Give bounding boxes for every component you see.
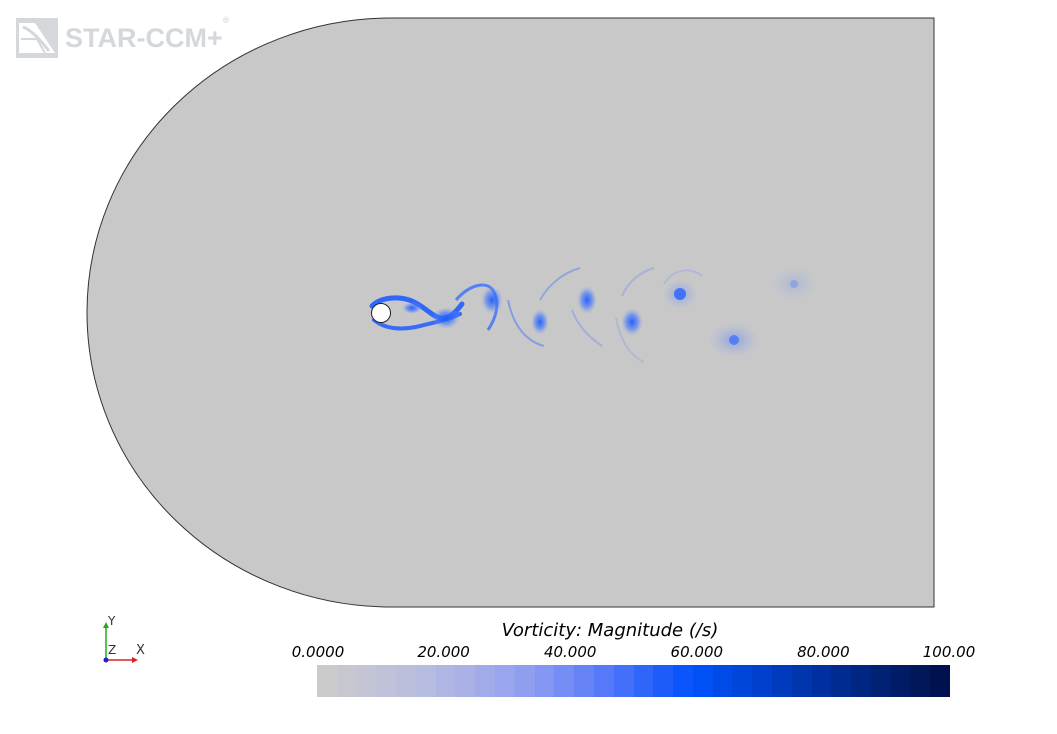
colorbar-cell — [574, 665, 594, 697]
colorbar-cell — [811, 665, 832, 697]
colorbar-tick-label: 20.000 — [417, 643, 470, 661]
colorbar-cell — [712, 665, 733, 697]
colorbar-cell — [396, 665, 416, 697]
colorbar-title: Vorticity: Magnitude (/s) — [501, 620, 719, 641]
colorbar — [317, 665, 950, 697]
colorbar-cell — [870, 665, 891, 697]
y-axis-label: Y — [107, 614, 116, 628]
axes-triad: Y Z X — [103, 614, 145, 663]
colorbar-cell — [356, 665, 377, 697]
vortex-2 — [481, 286, 503, 314]
vortex-5 — [621, 308, 643, 336]
filament-4 — [571, 309, 603, 347]
z-axis-dot — [103, 657, 109, 663]
x-axis-arrow — [132, 657, 138, 663]
colorbar-tick-label: 40.000 — [543, 643, 597, 661]
x-axis-label: X — [136, 643, 145, 658]
colorbar-cell — [495, 665, 515, 697]
filament-7 — [663, 269, 703, 285]
colorbar-tick-label: 0.0000 — [291, 643, 345, 661]
colorbar-cell — [336, 665, 357, 697]
near-wake-vortex — [432, 307, 460, 329]
colorbar-cell — [317, 665, 337, 697]
colorbar-cell — [752, 665, 772, 697]
cylinder — [371, 303, 391, 323]
colorbar-cell — [475, 665, 496, 697]
colorbar-cell — [534, 665, 555, 697]
vortex-wake — [369, 266, 818, 363]
colorbar-cell — [376, 665, 397, 697]
colorbar-cell — [455, 665, 476, 697]
colorbar-cell — [613, 665, 634, 697]
colorbar-cell — [890, 665, 911, 697]
vortex-3 — [531, 309, 549, 335]
colorbar-cell — [791, 665, 812, 697]
filament-3 — [539, 267, 581, 301]
colorbar-cell — [593, 665, 614, 697]
vortex-4 — [577, 286, 597, 314]
colorbar-cell — [930, 665, 950, 697]
filament-6 — [615, 317, 645, 363]
vortex-7-core — [729, 335, 739, 345]
vortex-6-core — [674, 288, 686, 300]
colorbar-tick-label: 100.00 — [922, 643, 976, 661]
colorbar-cell — [771, 665, 792, 697]
y-axis-arrow — [103, 622, 109, 628]
star-ccm-logo: STAR-CCM+® — [15, 14, 230, 60]
colorbar-cell — [673, 665, 693, 697]
colorbar-tick-label: 60.000 — [670, 643, 724, 661]
colorbar-tick-label: 80.000 — [797, 643, 850, 661]
colorbar-cell — [653, 665, 674, 697]
colorbar-cell — [435, 665, 456, 697]
logo-text: STAR-CCM+® — [65, 14, 230, 53]
star-ccm-logo-icon — [16, 18, 58, 58]
colorbar-cell — [514, 665, 535, 697]
colorbar-cell — [851, 665, 871, 697]
colorbar-cell — [692, 665, 713, 697]
filament-2 — [507, 299, 545, 347]
colorbar-cell — [732, 665, 753, 697]
colorbar-cell — [415, 665, 436, 697]
vortex-8-core — [790, 280, 798, 288]
colorbar-cell — [633, 665, 654, 697]
colorbar-cell — [831, 665, 852, 697]
z-axis-label: Z — [108, 643, 116, 657]
filament-5 — [621, 267, 655, 297]
near-wake-core — [402, 302, 422, 314]
simulation-viewport[interactable] — [0, 0, 1057, 610]
colorbar-cell — [910, 665, 931, 697]
colorbar-cell — [554, 665, 575, 697]
